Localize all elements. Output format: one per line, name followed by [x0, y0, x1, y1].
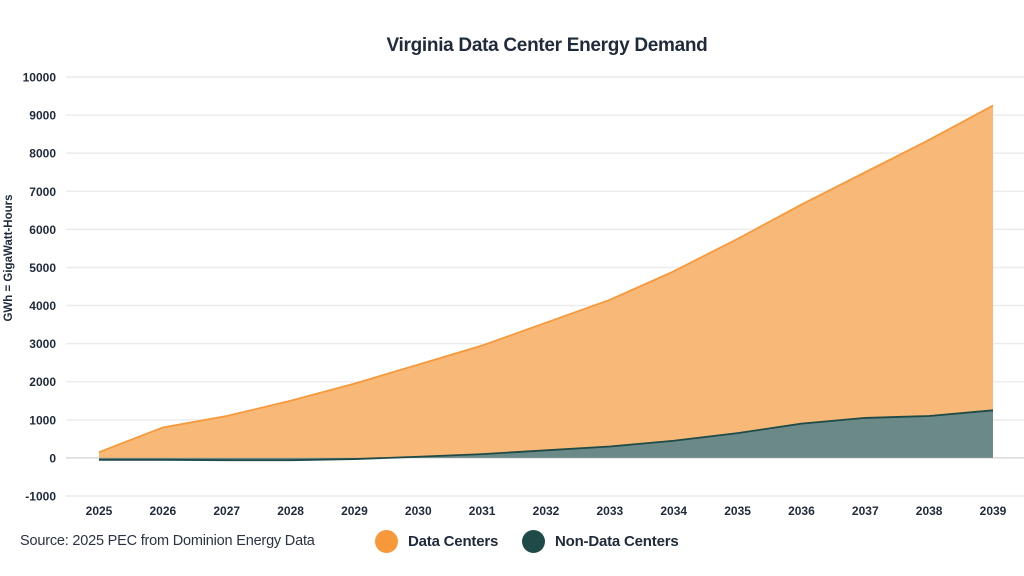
x-tick-label: 2030 [405, 504, 432, 518]
x-tick-label: 2037 [852, 504, 879, 518]
x-tick-label: 2035 [724, 504, 751, 518]
legend-item-non-data-centers: Non-Data Centers [522, 530, 679, 553]
x-tick-label: 2031 [469, 504, 496, 518]
y-axis-label: GWh = GigaWatt-Hours [3, 194, 15, 321]
y-tick-label: 2000 [29, 375, 56, 389]
area-data-centers [99, 105, 993, 461]
legend-label-data-centers: Data Centers [408, 533, 499, 550]
x-tick-label: 2036 [788, 504, 815, 518]
x-tick-label: 2027 [213, 504, 240, 518]
x-tick-label: 2026 [150, 504, 177, 518]
y-tick-label: 7000 [29, 185, 56, 199]
chart-title: Virginia Data Center Energy Demand [387, 35, 708, 56]
legend-swatch-data-centers [375, 530, 398, 553]
x-tick-label: 2028 [277, 504, 304, 518]
footer: Source: 2025 PEC from Dominion Energy Da… [0, 526, 1024, 560]
y-tick-label: 10000 [23, 71, 57, 85]
y-tick-label: 1000 [29, 413, 56, 427]
x-tick-label: 2025 [86, 504, 113, 518]
y-tick-label: -1000 [25, 490, 56, 504]
area-series [98, 104, 994, 462]
y-tick-label: 9000 [29, 109, 56, 123]
y-tick-label: 5000 [29, 261, 56, 275]
x-tick-label: 2038 [916, 504, 943, 518]
x-axis-ticks: 2025 2026 2027 2028 2029 2030 2031 2032 2033 2034… [86, 504, 1007, 518]
x-tick-label: 2029 [341, 504, 368, 518]
y-tick-label: 3000 [29, 337, 56, 351]
area-chart: Virginia Data Center Energy Demand -1000… [3, 35, 1024, 518]
y-tick-label: 8000 [29, 147, 56, 161]
legend-item-data-centers: Data Centers [375, 530, 498, 553]
legend-swatch-non-data-centers [522, 530, 545, 553]
area-non-data-centers [99, 410, 993, 461]
y-axis-ticks: -1000 0 1000 2000 3000 4000 5000 6000 7000 8000 90… [23, 71, 57, 504]
y-tick-label: 0 [49, 451, 56, 465]
y-tick-label: 4000 [29, 299, 56, 313]
x-tick-label: 2039 [980, 504, 1007, 518]
x-tick-label: 2034 [660, 504, 687, 518]
source-note: Source: 2025 PEC from Dominion Energy Da… [20, 533, 315, 549]
x-tick-label: 2032 [533, 504, 560, 518]
x-tick-label: 2033 [597, 504, 624, 518]
y-tick-label: 6000 [29, 223, 56, 237]
legend-label-non-data-centers: Non-Data Centers [555, 533, 679, 550]
